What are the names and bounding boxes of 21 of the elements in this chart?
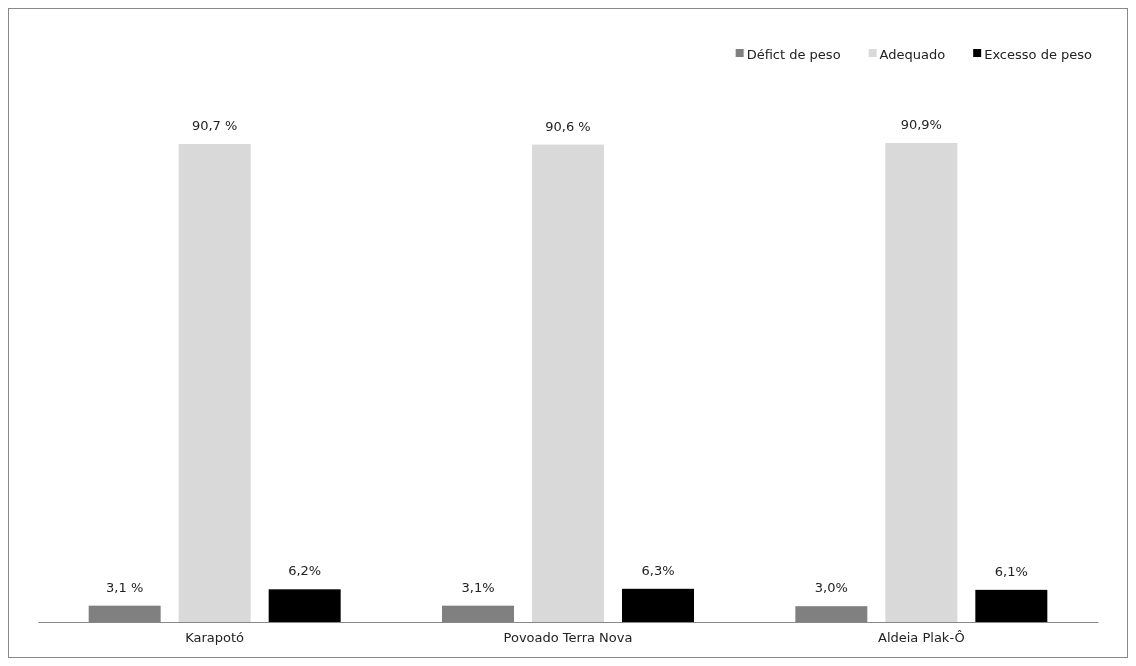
bar [622, 588, 694, 622]
data-label: 6,1% [994, 563, 1028, 579]
data-label: 90,9% [900, 117, 942, 132]
bar [268, 589, 341, 622]
data-label: 3,0% [814, 580, 848, 596]
data-label: 3,1 % [106, 579, 144, 595]
data-label: 90,7 % [191, 118, 238, 134]
data-label: 6,2% [288, 563, 322, 579]
legend-label: Adequado [879, 46, 946, 62]
x-tick-label: Povoado Terra Nova [503, 629, 633, 645]
x-tick-label: Aldeia Plak-Ô [877, 629, 965, 645]
x-tick-label: Karapotó [185, 629, 245, 645]
bar [178, 144, 251, 622]
legend-label: Défict de peso [746, 46, 841, 62]
bar [975, 589, 1048, 622]
data-label: 90,6 % [545, 118, 591, 134]
bar [532, 144, 604, 622]
legend-label: Excesso de peso [984, 46, 1093, 62]
data-label: 3,1% [461, 579, 495, 595]
bar [885, 143, 958, 622]
data-label: 6,3% [641, 562, 675, 578]
